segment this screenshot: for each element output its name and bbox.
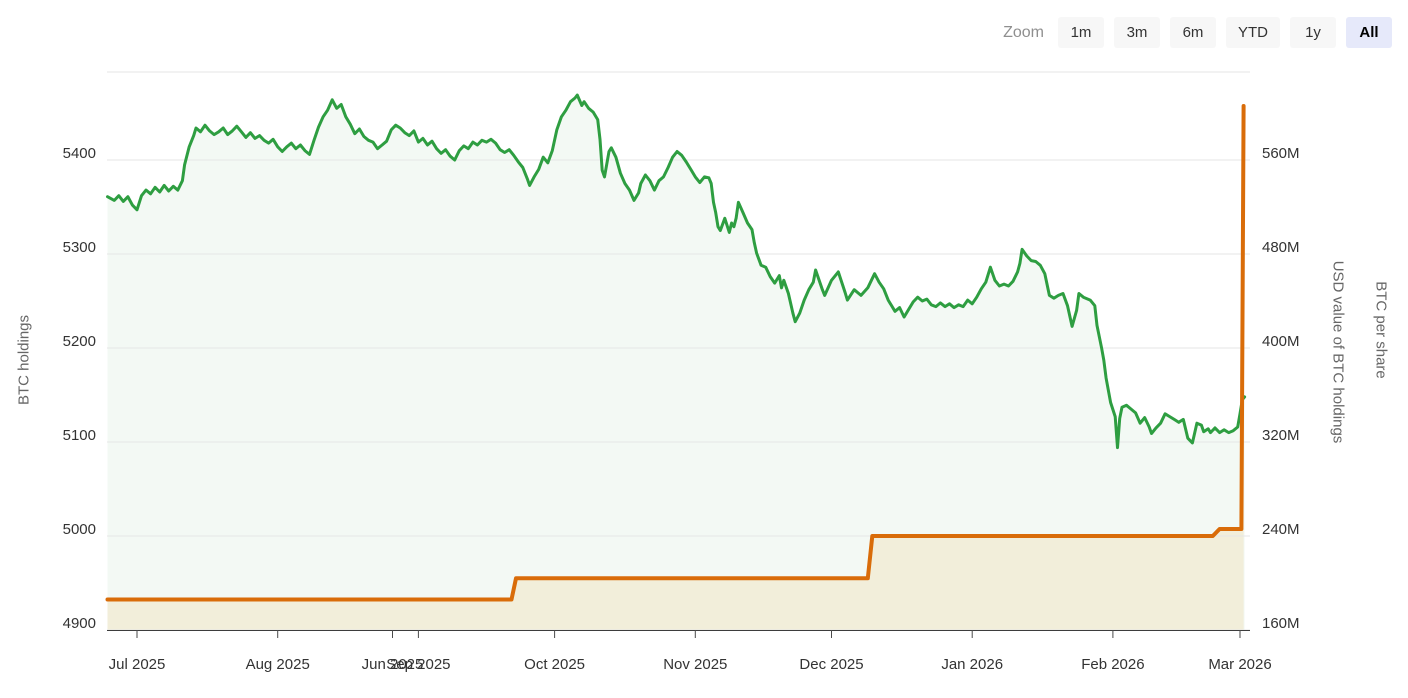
x-axis-tick-label: Jul 2025	[109, 656, 166, 673]
x-axis-tick-label: Aug 2025	[246, 656, 310, 673]
x-axis-tick-label: Jan 2026	[941, 656, 1003, 673]
left-axis-tick-label: 5300	[63, 239, 96, 256]
right-axis-tick-label: 240M	[1262, 521, 1300, 538]
range-button-all[interactable]: All	[1346, 17, 1392, 48]
left-axis-title: BTC holdings	[15, 314, 33, 406]
right-axis-tick-label: 560M	[1262, 145, 1300, 162]
left-axis-tick-label: 5000	[63, 521, 96, 538]
range-selector: Zoom 1m 3m 6m YTD 1y All	[1003, 17, 1392, 48]
x-axis-ticks	[136, 630, 1241, 638]
range-selector-buttons: 1m 3m 6m YTD 1y All	[1058, 17, 1392, 48]
x-axis-tick-label: Dec 2025	[799, 656, 863, 673]
right-axis-tick-label: 480M	[1262, 239, 1300, 256]
series-orange-line	[105, 104, 1246, 602]
x-axis-tick-label: Sep 2025	[386, 656, 450, 673]
far-right-axis-title: BTC per share	[1372, 281, 1390, 379]
left-axis-tick-label: 5400	[63, 145, 96, 162]
right-axis-tick-label: 160M	[1262, 615, 1300, 632]
x-axis-tick-label: Nov 2025	[663, 656, 727, 673]
range-button-1m[interactable]: 1m	[1058, 17, 1104, 48]
left-axis-tick-label: 4900	[63, 615, 96, 632]
x-axis-tick-label: Jun 2025	[362, 656, 424, 673]
range-button-6m[interactable]: 6m	[1170, 17, 1216, 48]
range-button-ytd[interactable]: YTD	[1226, 17, 1280, 48]
right-axis-tick-label: 320M	[1262, 427, 1300, 444]
right-axis-title: USD value of BTC holdings	[1329, 260, 1347, 444]
range-button-3m[interactable]: 3m	[1114, 17, 1160, 48]
left-axis-tick-label: 5100	[63, 427, 96, 444]
series-green-line	[106, 93, 1247, 450]
left-axis-tick-label: 5200	[63, 333, 96, 350]
x-axis-tick-label: Oct 2025	[524, 656, 585, 673]
x-axis-tick-label: Feb 2026	[1081, 656, 1144, 673]
range-button-1y[interactable]: 1y	[1290, 17, 1336, 48]
left-axis-labels: 4900 5000 5100 5200 5300 5400	[63, 145, 96, 632]
zoom-label: Zoom	[1003, 23, 1044, 41]
series-orange-area	[107, 106, 1244, 630]
right-axis-labels: 160M 240M 320M 400M 480M 560M	[1262, 145, 1300, 632]
chart-plot-area[interactable]	[107, 72, 1250, 630]
right-axis-tick-label: 400M	[1262, 333, 1300, 350]
series-green-area	[107, 95, 1245, 631]
x-axis-tick-label: Mar 2026	[1208, 656, 1271, 673]
